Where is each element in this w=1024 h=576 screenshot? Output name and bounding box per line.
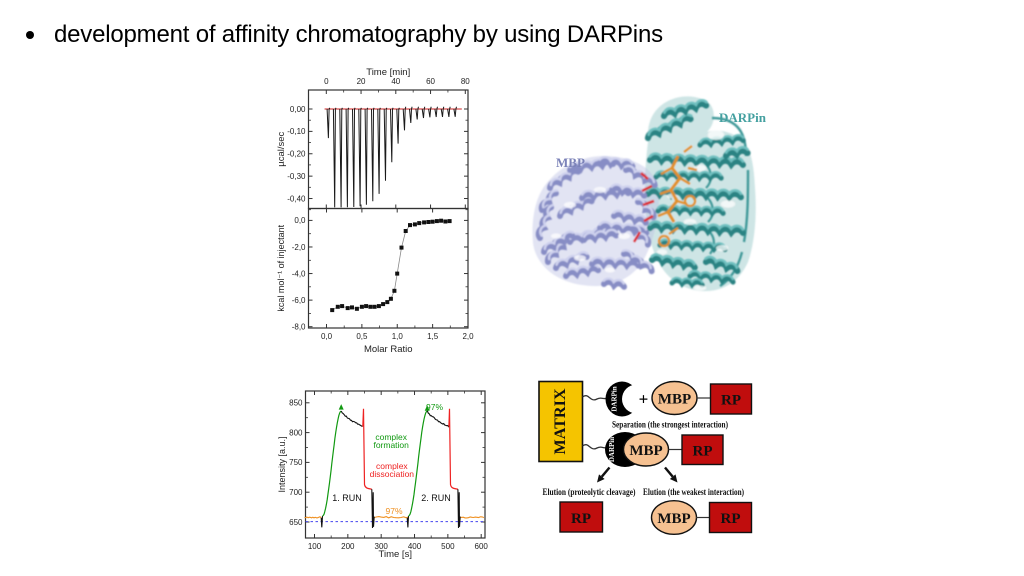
svg-text:2. RUN: 2. RUN: [421, 493, 451, 503]
svg-text:MBP: MBP: [629, 443, 662, 459]
svg-text:0: 0: [324, 77, 329, 86]
svg-text:MATRIX: MATRIX: [552, 388, 569, 455]
svg-text:-0,30: -0,30: [287, 172, 306, 181]
svg-text:MBP: MBP: [556, 155, 585, 170]
svg-text:-8,0: -8,0: [292, 323, 306, 332]
svg-text:Molar Ratio: Molar Ratio: [364, 344, 413, 355]
svg-text:-0,40: -0,40: [287, 194, 306, 203]
svg-text:-0,20: -0,20: [287, 150, 306, 159]
svg-text:RP: RP: [721, 511, 741, 527]
svg-text:1,5: 1,5: [427, 332, 439, 341]
svg-text:97%: 97%: [426, 402, 443, 412]
svg-text:80: 80: [461, 77, 470, 86]
svg-text:-0,10: -0,10: [287, 127, 306, 136]
svg-text:1,0: 1,0: [392, 332, 404, 341]
svg-text:300: 300: [375, 542, 389, 551]
svg-text:500: 500: [441, 542, 455, 551]
svg-text:RP: RP: [721, 393, 741, 409]
svg-text:0,00: 0,00: [290, 105, 306, 114]
svg-text:Time [s]: Time [s]: [379, 549, 412, 560]
svg-text:RP: RP: [693, 444, 713, 460]
svg-text:dissociation: dissociation: [370, 469, 415, 479]
svg-text:20: 20: [357, 77, 366, 86]
svg-text:0,0: 0,0: [321, 332, 333, 341]
svg-text:40: 40: [391, 77, 400, 86]
svg-text:MBP: MBP: [658, 392, 691, 408]
svg-text:Intensity [a.u.]: Intensity [a.u.]: [277, 436, 287, 492]
svg-text:Time [min]: Time [min]: [366, 67, 410, 78]
svg-text:100: 100: [308, 542, 322, 551]
svg-text:750: 750: [289, 458, 303, 467]
svg-text:800: 800: [289, 428, 303, 437]
svg-text:-4,0: -4,0: [292, 269, 306, 278]
svg-text:Elution (proteolytic cleavage): Elution (proteolytic cleavage): [543, 487, 636, 498]
svg-text:+: +: [639, 390, 649, 409]
svg-text:2,0: 2,0: [462, 332, 474, 341]
svg-text:700: 700: [289, 488, 303, 497]
svg-text:200: 200: [341, 542, 355, 551]
svg-text:-6,0: -6,0: [292, 296, 306, 305]
svg-text:600: 600: [475, 542, 489, 551]
svg-text:RP: RP: [571, 511, 591, 527]
svg-text:Separation (the strongest inte: Separation (the strongest interaction): [612, 420, 728, 431]
svg-text:-2,0: -2,0: [292, 243, 306, 252]
svg-text:formation: formation: [373, 440, 409, 450]
svg-text:DARPin: DARPin: [719, 110, 767, 125]
svg-text:µcal/sec: µcal/sec: [276, 131, 287, 166]
svg-text:97%: 97%: [385, 506, 402, 516]
svg-text:complex: complex: [376, 461, 408, 471]
svg-text:Elution (the weakest interacti: Elution (the weakest interaction): [643, 487, 744, 498]
svg-text:850: 850: [289, 399, 303, 408]
svg-text:DARPin: DARPin: [608, 437, 616, 462]
svg-text:400: 400: [408, 542, 422, 551]
svg-text:60: 60: [426, 77, 435, 86]
svg-text:complex: complex: [375, 432, 407, 442]
svg-text:1. RUN: 1. RUN: [332, 493, 362, 503]
svg-text:MBP: MBP: [657, 511, 690, 527]
svg-text:0,0: 0,0: [294, 216, 306, 225]
svg-text:kcal mol⁻¹ of injectant: kcal mol⁻¹ of injectant: [276, 224, 286, 311]
svg-text:650: 650: [289, 518, 303, 527]
svg-text:DARPin: DARPin: [611, 386, 619, 411]
svg-text:0,5: 0,5: [356, 332, 368, 341]
